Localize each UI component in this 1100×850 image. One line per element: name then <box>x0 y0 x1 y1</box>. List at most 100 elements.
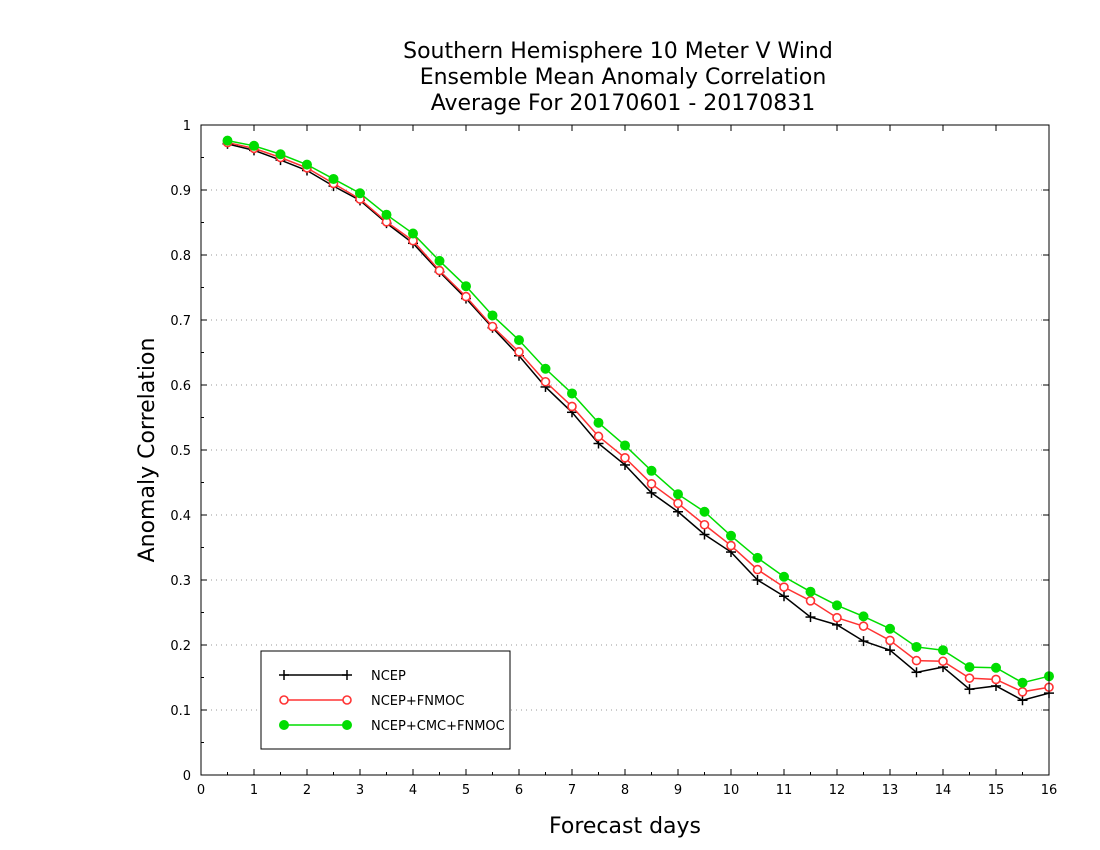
data-point-1-23 <box>832 612 842 623</box>
data-point-0-17 <box>673 506 683 517</box>
y-tick-label-2: 0.2 <box>170 639 191 654</box>
data-point-2-3 <box>302 159 312 170</box>
legend-entry-1: NCEP+FNMOC <box>279 694 464 709</box>
data-point-1-30 <box>1017 686 1028 697</box>
data-point-1-29 <box>991 674 1001 685</box>
data-point-2-16 <box>646 465 657 476</box>
series-0 <box>222 138 1054 706</box>
x-tick-label-11: 11 <box>776 783 793 798</box>
legend-marker-end-2 <box>342 720 352 730</box>
data-point-1-21 <box>779 582 789 592</box>
data-point-0-16 <box>646 487 657 498</box>
chart-title: Southern Hemisphere 10 Meter V Wind Ense… <box>403 39 833 116</box>
data-point-1-9 <box>461 291 471 302</box>
series-line-1 <box>227 141 1050 693</box>
y-tick-label-0: 0 <box>183 769 191 784</box>
chart-title-line-3: Average For 20170601 - 20170831 <box>431 91 816 116</box>
data-point-2-19 <box>726 530 736 541</box>
data-point-2-27 <box>938 645 948 656</box>
x-tick-label-16: 16 <box>1041 783 1058 798</box>
data-point-2-7 <box>408 228 418 239</box>
data-point-0-22 <box>805 612 816 623</box>
legend-marker-end-1 <box>342 695 352 705</box>
data-point-1-11 <box>514 347 524 357</box>
y-tick-label-6: 0.6 <box>170 379 191 394</box>
data-point-2-6 <box>381 209 392 220</box>
data-point-1-18 <box>699 519 710 530</box>
data-point-2-4 <box>328 173 339 184</box>
x-tick-label-12: 12 <box>829 783 846 798</box>
data-point-0-25 <box>885 645 895 656</box>
chart-title-line-2: Ensemble Mean Anomaly Correlation <box>420 65 827 90</box>
data-point-2-26 <box>911 641 922 652</box>
data-point-1-8 <box>434 265 445 276</box>
data-point-2-22 <box>805 586 816 597</box>
data-point-2-2 <box>275 149 286 160</box>
data-point-0-28 <box>964 684 975 695</box>
y-tick-label-3: 0.3 <box>170 574 191 589</box>
data-point-2-25 <box>885 623 895 634</box>
legend-entry-2: NCEP+CMC+FNMOC <box>279 719 505 734</box>
data-point-2-10 <box>487 310 498 321</box>
data-point-2-14 <box>593 417 604 428</box>
y-tick-label-9: 0.9 <box>170 184 191 199</box>
legend: NCEP NCEP+FNMOC NCEP+CMC+FNMOC <box>260 650 511 750</box>
data-point-2-12 <box>540 363 551 374</box>
legend-marker-start-0 <box>279 670 289 680</box>
data-point-1-28 <box>964 673 975 683</box>
series-line-2 <box>227 139 1050 684</box>
x-axis: 0 1 2 3 4 5 6 7 8 9 10 11 12 13 14 15 16 <box>197 125 1057 798</box>
x-tick-label-13: 13 <box>882 783 899 798</box>
data-point-2-0 <box>222 135 233 146</box>
data-point-0-30 <box>1017 695 1028 706</box>
series-line-0 <box>227 143 1050 702</box>
data-point-1-17 <box>673 498 683 509</box>
x-tick-label-2: 2 <box>303 783 311 798</box>
data-point-0-21 <box>779 591 789 602</box>
legend-marker-start-1 <box>279 695 289 705</box>
y-axis: 0 0.1 0.2 0.3 0.4 0.5 0.6 0.7 0.8 0.9 1 <box>170 119 1049 784</box>
data-point-0-18 <box>699 529 710 540</box>
data-point-1-27 <box>938 656 948 667</box>
data-point-2-28 <box>964 662 975 673</box>
x-tick-label-4: 4 <box>409 783 417 798</box>
data-point-1-20 <box>752 564 763 575</box>
data-point-1-10 <box>487 321 498 332</box>
y-axis-label: Anomaly Correlation <box>135 338 160 563</box>
data-point-2-13 <box>567 388 577 399</box>
data-point-2-17 <box>673 489 683 500</box>
data-point-2-8 <box>434 255 445 266</box>
data-point-2-30 <box>1017 677 1028 688</box>
data-point-2-23 <box>832 600 842 611</box>
x-tick-label-14: 14 <box>935 783 952 798</box>
legend-label-1: NCEP+FNMOC <box>371 694 464 709</box>
data-point-2-5 <box>355 188 365 199</box>
data-point-2-24 <box>858 611 869 622</box>
data-point-2-18 <box>699 506 710 517</box>
data-point-1-19 <box>726 540 736 551</box>
data-point-2-1 <box>249 140 259 151</box>
data-point-1-15 <box>620 452 630 463</box>
y-tick-label-7: 0.7 <box>170 314 191 329</box>
data-point-2-15 <box>620 440 630 451</box>
data-point-1-25 <box>885 635 895 646</box>
x-tick-label-10: 10 <box>723 783 740 798</box>
x-tick-label-9: 9 <box>674 783 682 798</box>
legend-marker-end-0 <box>342 670 352 680</box>
y-tick-label-8: 0.8 <box>170 249 191 264</box>
chart-title-line-1: Southern Hemisphere 10 Meter V Wind <box>403 39 833 64</box>
data-point-0-20 <box>752 575 763 585</box>
x-axis-label: Forecast days <box>549 814 701 839</box>
x-tick-label-7: 7 <box>568 783 576 798</box>
data-point-1-14 <box>593 431 604 442</box>
x-tick-label-1: 1 <box>250 783 258 798</box>
data-point-2-21 <box>779 571 789 582</box>
x-tick-label-15: 15 <box>988 783 1005 798</box>
data-point-0-26 <box>911 667 922 678</box>
legend-label-2: NCEP+CMC+FNMOC <box>371 719 505 734</box>
series-1 <box>222 137 1054 697</box>
x-tick-label-0: 0 <box>197 783 205 798</box>
y-tick-label-10: 1 <box>183 119 191 134</box>
legend-marker-start-2 <box>279 720 289 730</box>
data-point-1-24 <box>858 621 869 631</box>
